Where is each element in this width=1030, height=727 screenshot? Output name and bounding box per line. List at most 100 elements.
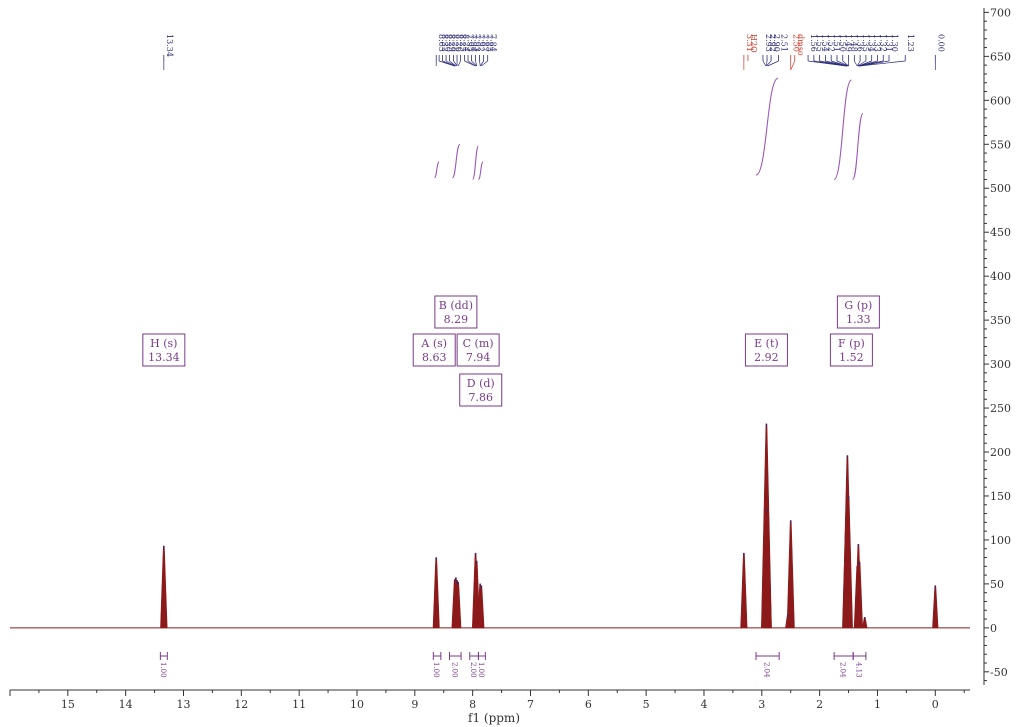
x-tick-label: 4 <box>700 698 707 711</box>
peak-label: 1.54 <box>821 34 830 52</box>
multiplet-box: B (dd)8.29 <box>434 295 478 329</box>
peak-label: 1.55 <box>815 34 824 52</box>
multiplet-box-frame <box>459 373 503 407</box>
peak-label: 2.90 <box>772 34 781 52</box>
peak-label: 1.33 <box>873 34 882 52</box>
multiplet-box-frame <box>829 333 873 367</box>
x-axis: 15 14 13 12 11 10 9 8 7 6 5 4 3 2 1 0 <box>9 689 970 711</box>
x-tick-label: 13 <box>176 698 190 711</box>
integral-curve <box>477 161 484 180</box>
x-tick-label: 7 <box>527 698 534 711</box>
x-tick-label: 5 <box>643 698 650 711</box>
peak-connector <box>479 60 481 67</box>
x-axis-label: f1 (ppm) <box>468 711 520 725</box>
peak-label: 2.93 <box>764 34 773 52</box>
peak-connector <box>457 60 461 67</box>
y-axis: 7006506005505004504003503002502001501005… <box>983 6 1011 685</box>
peak-connector <box>479 60 484 67</box>
y-tick-label: 100 <box>990 534 1011 547</box>
peak-label: 7.84 <box>489 34 498 52</box>
integration-value: 1.00 <box>477 662 485 678</box>
x-tick-label: 1 <box>874 698 881 711</box>
peak-label: 1.23 <box>906 34 915 52</box>
peak-label: 1.32 <box>878 34 887 52</box>
integration-value: 4.13 <box>855 662 863 678</box>
peak-label: 1.36 <box>855 34 864 52</box>
peak-label: 8.26 <box>455 34 464 52</box>
peak-connector <box>766 60 768 67</box>
integral-curve <box>451 143 461 179</box>
multiplet-label: B (dd) <box>439 299 473 312</box>
peak-connector <box>857 60 867 67</box>
peak-connector <box>475 60 478 67</box>
peak-label: 1.31 <box>884 34 893 52</box>
y-tick-label: 500 <box>990 182 1011 195</box>
integral-curve <box>472 145 479 180</box>
integration-value: 2.00 <box>450 662 458 678</box>
integration-value: 1.00 <box>432 662 440 678</box>
peak-connector <box>767 60 779 67</box>
integral-curve <box>833 79 852 180</box>
multiplet-value: 1.33 <box>846 313 871 326</box>
integral-curve <box>755 77 779 176</box>
multiplet-box-frame <box>142 333 186 367</box>
x-tick-label: 11 <box>292 698 306 711</box>
x-tick-label: 10 <box>350 698 364 711</box>
multiplet-label: G (p) <box>844 299 872 312</box>
peak-label: 1.50 <box>838 34 847 52</box>
peak-connector <box>842 60 849 67</box>
peak-connector <box>445 60 457 67</box>
x-tick-label: 15 <box>61 698 75 711</box>
peak-label: 7.95 <box>466 34 475 52</box>
peak-label: 7.94 <box>469 34 478 52</box>
peak-label: dmso <box>796 34 805 56</box>
peak-label: 7.87 <box>481 34 490 52</box>
multiplet-value: 7.94 <box>466 351 491 364</box>
y-tick-label: 300 <box>990 358 1011 371</box>
integration-value: 1.00 <box>159 662 167 678</box>
integral-curve-layer <box>433 77 864 180</box>
multiplet-box: A (s)8.63 <box>412 333 456 367</box>
x-tick-label: 9 <box>411 698 418 711</box>
multiplet-box: E (t)2.92 <box>744 333 788 367</box>
multiplet-box-layer: H (s)13.34 A (s)8.63 B (dd)8.29 C (m)7.94 D … <box>142 295 880 407</box>
spectrum-peak <box>455 581 462 629</box>
x-tick-label: 8 <box>469 698 476 711</box>
peak-label: 8.63 <box>437 34 446 52</box>
y-tick-label: 600 <box>990 94 1011 107</box>
peak-label: 7.85 <box>485 34 494 52</box>
peak-label: 8.29 <box>447 34 456 52</box>
peak-label: H2O <box>749 34 758 53</box>
multiplet-box: G (p)1.33 <box>836 295 880 329</box>
integration-value: 2.04 <box>763 662 771 678</box>
y-tick-label: 350 <box>990 314 1011 327</box>
peak-label: 1.56 <box>809 34 818 52</box>
peak-label: 7.93 <box>472 34 481 52</box>
multiplet-box-frame <box>412 333 456 367</box>
multiplet-box: F (p)1.52 <box>829 333 873 367</box>
integration-value: 2.00 <box>469 662 477 678</box>
peak-label: 1.34 <box>867 34 876 52</box>
multiplet-label: D (d) <box>467 377 495 390</box>
y-tick-label: 650 <box>990 50 1011 63</box>
spectrum-layer <box>10 423 970 629</box>
y-tick-label: 700 <box>990 6 1011 19</box>
x-tick-label: 14 <box>119 698 133 711</box>
spectrum-peak <box>932 585 939 629</box>
multiplet-value: 1.52 <box>839 351 864 364</box>
peak-label: 0.00 <box>936 34 945 52</box>
y-tick-label: 400 <box>990 270 1011 283</box>
spectrum-peak <box>856 561 863 629</box>
integration-value: 2.04 <box>839 662 847 678</box>
multiplet-label: A (s) <box>420 337 447 350</box>
peak-connector <box>859 60 906 67</box>
peak-label: 2.51 <box>780 34 789 52</box>
peak-label: 8.24 <box>462 34 471 52</box>
x-tick-label: 2 <box>816 698 823 711</box>
x-tick-label: 6 <box>585 698 592 711</box>
peak-connector <box>790 60 796 71</box>
peak-connector <box>471 60 477 67</box>
peak-label: 2.50 <box>792 34 801 52</box>
peak-connector <box>831 60 848 67</box>
